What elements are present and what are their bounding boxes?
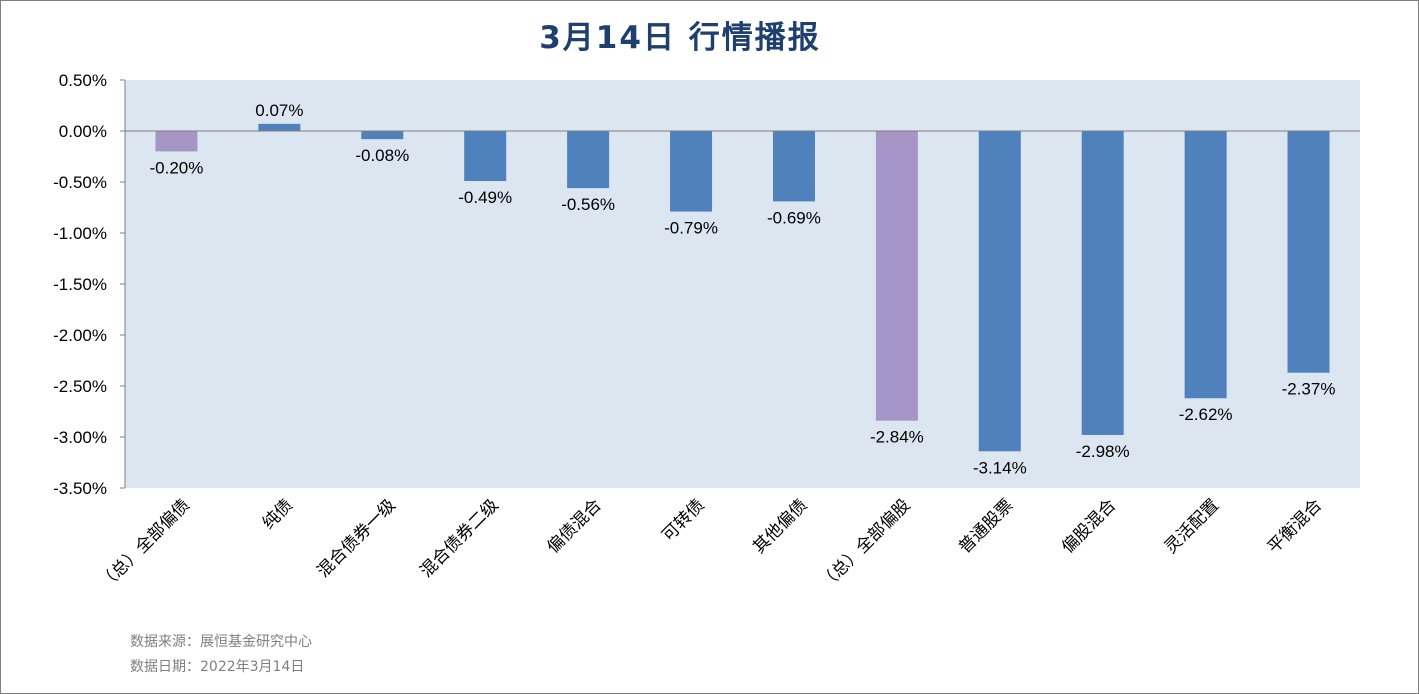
y-tick-label: -3.50% [53, 479, 107, 498]
data-label: -2.62% [1179, 405, 1233, 424]
x-category-label: （总）全部偏股 [816, 495, 914, 593]
x-category-label: （总）全部偏债 [96, 495, 194, 593]
y-tick-label: 0.00% [59, 122, 107, 141]
x-category-label: 平衡混合 [1264, 495, 1326, 557]
bar [978, 131, 1021, 452]
x-category-label: 灵活配置 [1161, 495, 1223, 557]
x-category-label: 混合债券一级 [314, 495, 400, 581]
y-tick-label: -2.00% [53, 326, 107, 345]
data-label: -0.08% [355, 146, 409, 165]
data-label: -2.37% [1282, 380, 1336, 399]
data-label: -0.56% [561, 195, 615, 214]
data-date-note: 数据日期：2022年3月14日 [130, 659, 305, 675]
plot-area [125, 80, 1360, 488]
data-source-note: 数据来源：展恒基金研究中心 [130, 634, 312, 650]
y-tick-label: -2.50% [53, 377, 107, 396]
bar [772, 131, 815, 202]
y-tick-label: 0.50% [59, 71, 107, 90]
x-category-label: 可转债 [658, 495, 708, 545]
chart-title: 3月14日 行情播报 [539, 20, 821, 56]
y-tick-label: -1.00% [53, 224, 107, 243]
x-category-label: 普通股票 [955, 495, 1017, 557]
y-tick-label: -3.00% [53, 428, 107, 447]
y-tick-label: -1.50% [53, 275, 107, 294]
bar [464, 131, 507, 181]
bar [258, 123, 301, 131]
bar [361, 131, 404, 140]
x-category-label: 其他偏债 [749, 495, 811, 557]
y-tick-label: -0.50% [53, 173, 107, 192]
data-label: -0.49% [458, 188, 512, 207]
bar [1081, 131, 1124, 435]
x-category-label: 纯债 [259, 495, 297, 533]
x-category-label: 偏股混合 [1058, 495, 1120, 557]
x-category-label: 混合债券二级 [416, 495, 502, 581]
bar [155, 131, 198, 152]
data-label: -0.69% [767, 208, 821, 227]
bar [567, 131, 610, 189]
data-label: -2.84% [870, 428, 924, 447]
bar [670, 131, 713, 212]
data-label: -3.14% [973, 458, 1027, 477]
bar [1287, 131, 1330, 373]
data-label: -2.98% [1076, 442, 1130, 461]
data-label: -0.79% [664, 219, 718, 238]
bar [875, 131, 918, 421]
data-label: -0.20% [150, 158, 204, 177]
data-label: 0.07% [255, 101, 303, 120]
x-category-label: 偏债混合 [543, 495, 605, 557]
bar [1184, 131, 1227, 399]
